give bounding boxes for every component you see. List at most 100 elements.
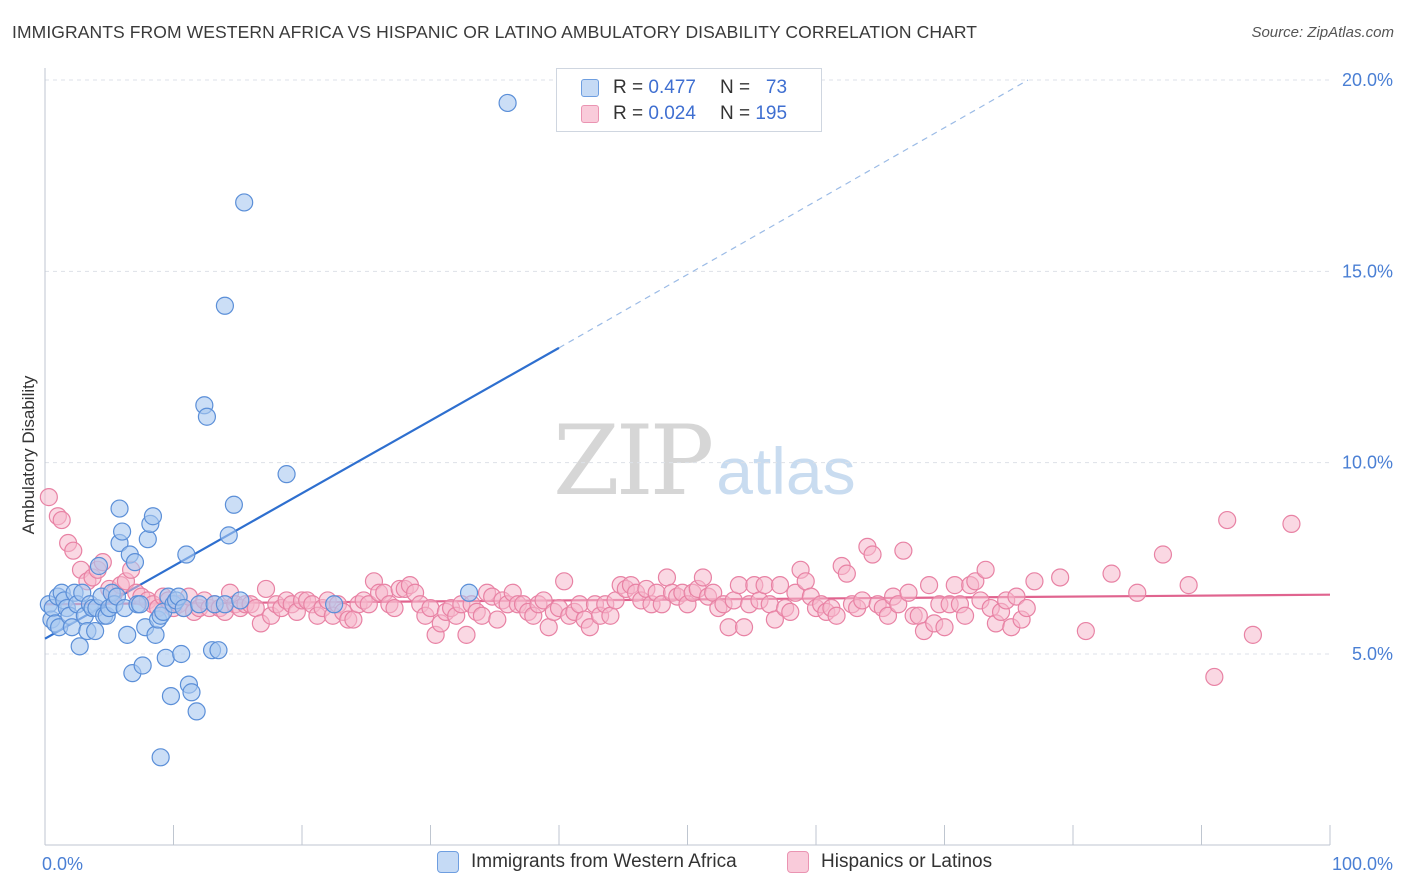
legend-n-label: N = <box>719 103 751 124</box>
point-hispanics <box>827 606 846 625</box>
point-hispanics <box>966 572 985 591</box>
point-hispanics <box>1076 621 1095 641</box>
legend-r-value: 0.477 <box>648 77 696 98</box>
point-hispanics <box>539 618 558 637</box>
point-hispanics <box>601 606 620 625</box>
point-hispanics <box>770 576 790 595</box>
legend-row-series2: R = 0.024 N = 195 <box>581 101 787 127</box>
source-label: Source: ZipAtlas.com <box>1251 24 1394 41</box>
point-hispanics <box>693 568 713 587</box>
point-hispanics <box>1102 564 1121 583</box>
point-hispanics <box>1007 587 1026 606</box>
point-western-africa <box>86 621 105 641</box>
point-western-africa <box>112 522 132 541</box>
point-western-africa <box>143 507 163 526</box>
point-hispanics <box>899 583 918 602</box>
point-hispanics <box>760 595 779 614</box>
point-hispanics <box>878 606 898 625</box>
bottom-legend-swatch-series1 <box>437 851 459 873</box>
point-hispanics <box>919 576 939 595</box>
x-tick-label-max: 100.0% <box>1332 854 1393 874</box>
point-hispanics <box>488 610 507 629</box>
point-western-africa <box>133 656 152 675</box>
point-hispanics <box>421 598 440 618</box>
point-hispanics <box>1243 625 1263 644</box>
y-axis-label: Ambulatory Disability <box>19 375 38 534</box>
point-hispanics <box>472 606 491 625</box>
point-hispanics <box>1025 572 1044 591</box>
point-western-africa <box>459 583 479 602</box>
point-western-africa <box>224 495 243 514</box>
point-hispanics <box>570 595 589 614</box>
point-hispanics <box>39 488 58 507</box>
legend-r-value: 0.024 <box>648 103 696 124</box>
point-hispanics <box>724 591 743 610</box>
point-western-africa <box>197 407 217 426</box>
point-hispanics <box>657 568 677 587</box>
legend-swatch-series2 <box>581 105 599 123</box>
point-hispanics <box>1218 510 1237 530</box>
point-western-africa <box>118 625 137 644</box>
point-hispanics <box>889 595 908 614</box>
point-western-africa <box>156 648 175 667</box>
watermark-atlas: atlas <box>716 434 856 508</box>
point-hispanics <box>755 576 774 595</box>
point-hispanics <box>1051 568 1070 587</box>
point-western-africa <box>177 545 196 564</box>
point-western-africa <box>190 595 209 614</box>
point-western-africa <box>70 637 89 656</box>
watermark-zip: ZIP <box>553 405 714 517</box>
point-hispanics <box>555 572 574 591</box>
point-hispanics <box>256 579 276 599</box>
point-western-africa <box>110 499 129 518</box>
point-western-africa <box>235 193 254 212</box>
axes <box>44 68 1331 846</box>
x-tick-label-min: 0.0% <box>42 854 83 874</box>
bottom-legend-series1: Immigrants from Western Africa <box>437 851 737 873</box>
point-hispanics <box>955 606 975 625</box>
point-western-africa <box>125 553 145 572</box>
legend-n-value: 73 <box>765 77 788 98</box>
point-hispanics <box>580 618 599 637</box>
series-hispanics-points <box>39 488 1301 687</box>
point-western-africa <box>498 93 517 113</box>
point-hispanics <box>1205 667 1224 687</box>
bottom-legend-label-series1: Immigrants from Western Africa <box>471 851 737 872</box>
point-western-africa <box>146 625 165 644</box>
point-hispanics <box>359 595 378 614</box>
point-hispanics <box>1017 598 1036 618</box>
series-western-africa-points <box>39 93 517 767</box>
point-western-africa <box>172 644 191 664</box>
point-western-africa <box>219 526 238 545</box>
point-western-africa <box>231 591 250 610</box>
point-hispanics <box>935 618 954 637</box>
point-hispanics <box>894 541 913 560</box>
bottom-legend-swatch-series2 <box>787 851 809 873</box>
point-hispanics <box>863 545 882 564</box>
legend-n-value: 195 <box>755 103 788 124</box>
point-western-africa <box>277 465 296 484</box>
point-western-africa <box>215 595 234 614</box>
point-hispanics <box>1128 583 1147 602</box>
point-western-africa <box>209 641 228 660</box>
point-hispanics <box>457 625 476 644</box>
legend-box: R = 0.477 N = 73 R = 0.024 N = 195 <box>556 68 822 132</box>
bottom-legend-series2: Hispanics or Latinos <box>787 851 992 873</box>
chart-title: IMMIGRANTS FROM WESTERN AFRICA VS HISPAN… <box>12 22 978 42</box>
point-western-africa <box>161 686 181 706</box>
point-western-africa <box>215 296 234 315</box>
legend-swatch-series1 <box>581 79 599 97</box>
point-hispanics <box>534 591 553 610</box>
axis-labels: 5.0% 10.0% 15.0% 20.0% 0.0% 100.0% Ambulatory … <box>19 70 1393 874</box>
point-hispanics <box>734 618 754 637</box>
point-hispanics <box>853 591 872 610</box>
y-tick-label: 20.0% <box>1342 70 1393 90</box>
point-western-africa <box>151 748 170 767</box>
point-western-africa <box>174 598 193 618</box>
legend-n-label: N = <box>719 77 751 98</box>
point-hispanics <box>837 564 856 583</box>
point-western-africa <box>187 702 206 721</box>
point-hispanics <box>796 572 815 591</box>
legend-row-series1: R = 0.477 N = 73 <box>581 75 787 101</box>
